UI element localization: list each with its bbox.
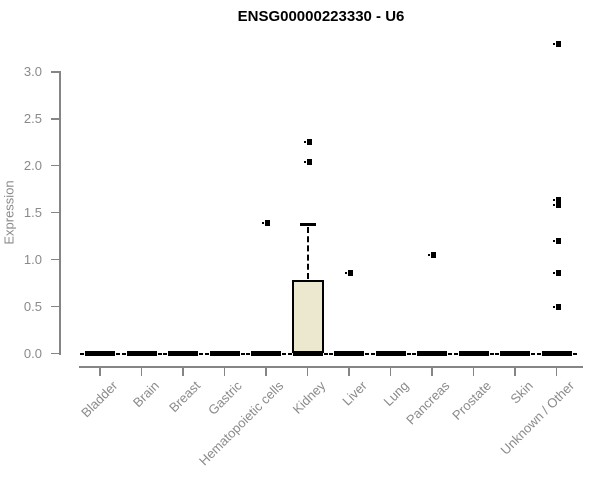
whisker-end-right — [365, 352, 369, 355]
whisker-end-left — [287, 352, 292, 355]
y-tick-label: 0.0 — [23, 345, 42, 361]
whisker-end-right — [116, 352, 120, 355]
x-tick — [389, 366, 392, 376]
x-tick — [431, 366, 433, 376]
box — [291, 280, 324, 354]
y-tick — [51, 305, 59, 308]
outlier-point — [303, 158, 312, 165]
x-tick-label: Liver — [339, 378, 370, 409]
median-line — [500, 351, 530, 356]
x-tick-label: Bladder — [78, 378, 121, 421]
whisker-end-right — [157, 352, 162, 355]
outlier-point — [552, 40, 561, 47]
x-tick-label: Unknown / Other — [497, 378, 578, 458]
median-line — [209, 351, 240, 356]
x-tick-label: Prostate — [449, 378, 495, 423]
y-axis-line — [59, 71, 61, 355]
y-tick-label: 1.5 — [23, 204, 42, 220]
whisker-end-left — [495, 352, 499, 355]
x-tick — [306, 366, 309, 376]
outlier-point — [345, 269, 353, 276]
whisker-end-left — [412, 352, 416, 355]
whisker-end-left — [80, 352, 84, 355]
median-line — [85, 351, 115, 356]
median-line — [251, 351, 281, 356]
x-tick-label: Kidney — [289, 378, 329, 417]
whisker-end-left — [536, 352, 541, 355]
x-tick — [140, 366, 143, 376]
y-tick — [51, 258, 59, 261]
whisker-end-left — [453, 352, 458, 355]
x-tick-label: Pancreas — [403, 378, 453, 428]
outlier-point — [552, 303, 561, 310]
median-line — [126, 351, 157, 356]
x-tick — [555, 366, 558, 376]
outlier-point — [552, 237, 561, 244]
x-tick-label: Lung — [380, 378, 412, 410]
whisker-cap — [299, 222, 316, 226]
outlier-point — [262, 219, 270, 226]
median-line — [458, 351, 489, 356]
median-line — [417, 351, 447, 356]
outlier-point — [428, 251, 436, 258]
median-line — [292, 351, 323, 356]
y-tick-label: 2.5 — [23, 110, 42, 126]
whisker-end-right — [448, 352, 452, 355]
whisker-end-right — [199, 352, 203, 355]
x-tick — [514, 366, 516, 376]
x-tick-label: Breast — [166, 378, 204, 416]
whisker-end-right — [531, 352, 535, 355]
median-line — [375, 351, 406, 356]
whisker-end-left — [246, 352, 250, 355]
outlier-point — [552, 202, 561, 209]
whisker-end-right — [282, 352, 286, 355]
whisker-end-right — [323, 352, 328, 355]
whisker-end-left — [370, 352, 375, 355]
y-tick-label: 1.0 — [23, 251, 42, 267]
y-tick — [51, 164, 59, 167]
whisker-end-right — [240, 352, 245, 355]
x-tick — [99, 366, 101, 376]
x-tick — [348, 366, 350, 376]
chart-title: ENSG00000223330 - U6 — [237, 8, 405, 25]
x-tick — [223, 366, 226, 376]
y-tick — [51, 118, 59, 120]
whisker-end-left — [329, 352, 333, 355]
whisker-end-right — [406, 352, 411, 355]
x-tick — [182, 366, 184, 376]
y-tick-label: 2.0 — [23, 157, 42, 173]
median-line — [541, 351, 572, 356]
median-line — [334, 351, 364, 356]
whisker-end-left — [204, 352, 209, 355]
whisker-end-right — [489, 352, 494, 355]
x-tick — [265, 366, 267, 376]
y-tick-label: 0.5 — [23, 298, 42, 314]
outlier-point — [552, 196, 561, 203]
outlier-point — [552, 269, 561, 276]
y-tick — [51, 352, 59, 355]
y-tick — [51, 211, 59, 214]
whisker-end-left — [163, 352, 167, 355]
outlier-point — [303, 139, 312, 146]
x-tick — [472, 366, 475, 376]
x-tick-label: Skin — [507, 378, 536, 407]
median-line — [168, 351, 198, 356]
x-tick-label: Gastric — [205, 378, 246, 418]
y-tick-label: 3.0 — [23, 63, 42, 79]
y-tick — [51, 71, 59, 73]
whisker-end-right — [572, 352, 577, 355]
whisker-end-left — [121, 352, 126, 355]
whisker — [306, 226, 309, 280]
x-tick-label: Brain — [130, 378, 163, 411]
x-axis-line — [79, 366, 583, 368]
